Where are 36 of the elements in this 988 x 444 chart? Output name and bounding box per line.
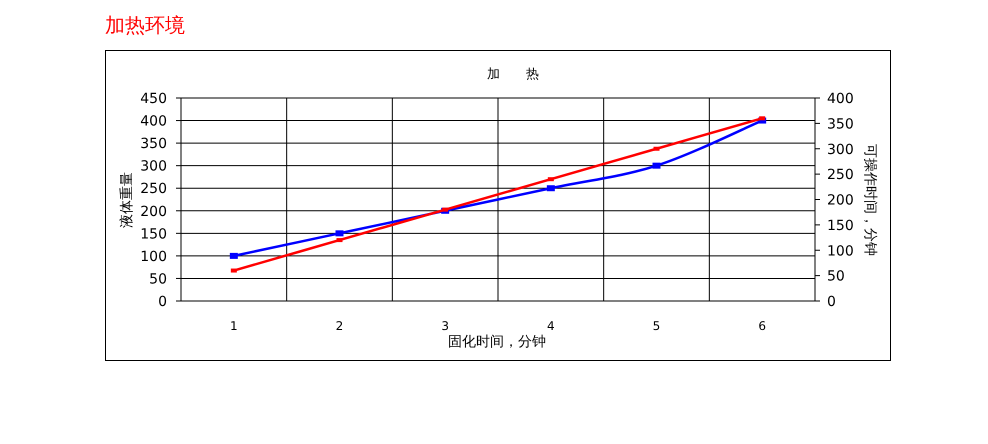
x-tick-label: 1 — [230, 319, 238, 333]
y-tick-label: 50 — [149, 271, 167, 288]
y-tick-label: 250 — [140, 181, 167, 198]
y2-tick-label: 350 — [827, 116, 854, 132]
y-tick-label: 0 — [158, 294, 167, 310]
y-tick-label: 400 — [140, 114, 167, 130]
y2-tick-label: 0 — [827, 294, 836, 310]
y-tick-label: 450 — [140, 91, 167, 107]
y2-tick-label: 400 — [827, 91, 854, 107]
y-tick-label: 200 — [140, 204, 167, 220]
x-tick-label: 3 — [441, 319, 449, 333]
y2-tick-label: 150 — [827, 218, 854, 234]
y-tick-label: 100 — [140, 248, 167, 265]
y-tick-label: 150 — [140, 226, 167, 242]
chart-title: 加热环境 — [105, 13, 185, 37]
y-axis-title: 液体重量 — [119, 172, 135, 228]
y2-tick-label: 300 — [827, 142, 854, 158]
x-axis-title: 固化时间，分钟 — [448, 334, 546, 350]
point — [336, 238, 342, 242]
point — [546, 185, 555, 192]
chart-subtitle: 加 热 — [487, 67, 539, 82]
point — [336, 230, 344, 236]
point — [652, 162, 660, 169]
y2-tick-label: 50 — [827, 268, 845, 285]
x-tick-label: 2 — [336, 319, 344, 333]
y2-tick-label: 200 — [827, 192, 854, 208]
x-tick-label: 6 — [758, 319, 766, 333]
y-tick-label: 350 — [140, 136, 167, 152]
y-tick-label: 300 — [140, 158, 167, 175]
x-tick-label: 5 — [652, 319, 660, 333]
point — [654, 146, 660, 151]
x-tick-label: 4 — [547, 319, 555, 333]
point — [230, 252, 238, 259]
y2-tick-label: 100 — [827, 243, 854, 260]
y2-tick-label: 250 — [827, 167, 854, 184]
y2-axis-title: 可操作时间，分钟 — [862, 144, 878, 256]
